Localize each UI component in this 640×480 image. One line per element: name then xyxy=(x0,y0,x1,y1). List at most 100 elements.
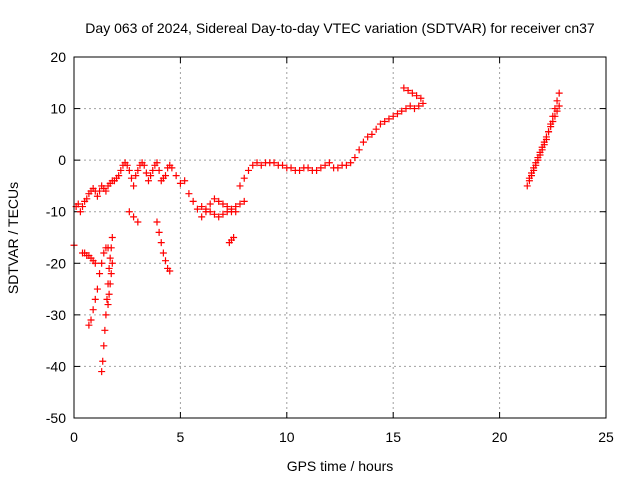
data-point xyxy=(364,133,372,141)
data-point xyxy=(79,203,87,211)
data-point xyxy=(219,200,227,208)
y-tick-label: -20 xyxy=(46,255,66,271)
data-point xyxy=(189,197,197,205)
y-tick-label: -40 xyxy=(46,358,66,374)
data-point xyxy=(93,285,101,293)
data-point xyxy=(279,161,287,169)
data-point xyxy=(153,159,161,167)
data-point xyxy=(166,267,174,275)
data-point xyxy=(553,97,561,105)
data-point xyxy=(313,166,321,174)
data-point xyxy=(553,107,561,115)
data-point xyxy=(130,182,138,190)
data-point xyxy=(270,159,278,167)
data-point xyxy=(540,138,548,146)
data-point xyxy=(155,228,163,236)
data-point xyxy=(347,159,355,167)
data-point xyxy=(317,164,325,172)
data-point xyxy=(101,326,109,334)
data-point xyxy=(132,172,140,180)
grid xyxy=(74,57,606,418)
data-point xyxy=(359,138,367,146)
data-point xyxy=(325,159,333,167)
data-point xyxy=(368,130,376,138)
data-point xyxy=(232,203,240,211)
y-tick-label: 20 xyxy=(50,49,66,65)
tick-labels: 0 5 10 15 20 25 -50 -40 -30 -20 -10 0 10 20 xyxy=(46,49,614,445)
data-marks xyxy=(70,84,563,376)
data-point xyxy=(402,105,410,113)
data-point xyxy=(227,205,235,213)
data-point xyxy=(532,159,540,167)
data-point xyxy=(351,154,359,162)
data-point xyxy=(244,166,252,174)
data-point xyxy=(406,102,414,110)
data-point xyxy=(321,161,329,169)
data-point xyxy=(83,195,91,203)
data-point xyxy=(98,259,106,267)
data-point xyxy=(355,146,363,154)
y-tick-label: -10 xyxy=(46,204,66,220)
data-point xyxy=(198,203,206,211)
data-point xyxy=(108,259,116,267)
data-point xyxy=(415,102,423,110)
data-point xyxy=(257,161,265,169)
chart-title: Day 063 of 2024, Sidereal Day-to-day VTE… xyxy=(85,20,595,36)
data-point xyxy=(134,218,142,226)
data-point xyxy=(107,270,115,278)
data-point xyxy=(102,311,110,319)
data-point xyxy=(85,321,93,329)
data-point xyxy=(99,357,107,365)
data-point xyxy=(210,195,218,203)
data-point xyxy=(210,210,218,218)
data-point xyxy=(157,239,165,247)
data-point xyxy=(125,208,133,216)
data-point xyxy=(87,316,95,324)
data-point xyxy=(389,112,397,120)
data-point xyxy=(98,368,106,376)
data-point xyxy=(523,182,531,190)
data-point xyxy=(172,172,180,180)
data-point xyxy=(106,254,114,262)
data-point xyxy=(334,164,342,172)
data-point xyxy=(168,164,176,172)
data-point xyxy=(287,164,295,172)
data-point xyxy=(381,117,389,125)
data-point xyxy=(417,94,425,102)
data-point xyxy=(93,192,101,200)
data-point xyxy=(96,187,104,195)
y-tick-label: -50 xyxy=(46,410,66,426)
data-point xyxy=(413,92,421,100)
data-point xyxy=(240,174,248,182)
data-point xyxy=(408,89,416,97)
data-point xyxy=(105,290,113,298)
data-point xyxy=(181,177,189,185)
data-point xyxy=(215,197,223,205)
plot-frame xyxy=(73,56,607,419)
data-point xyxy=(159,249,167,257)
data-point xyxy=(253,159,261,167)
data-point xyxy=(193,205,201,213)
data-point xyxy=(249,161,257,169)
x-axis-label: GPS time / hours xyxy=(287,458,394,474)
x-tick-label: 5 xyxy=(177,429,185,445)
data-point xyxy=(149,166,157,174)
axis-ticks xyxy=(73,56,607,419)
data-point xyxy=(107,244,115,252)
data-point xyxy=(528,169,536,177)
data-point xyxy=(342,161,350,169)
data-point xyxy=(215,213,223,221)
data-point xyxy=(206,208,214,216)
data-point xyxy=(130,213,138,221)
data-point xyxy=(551,112,559,120)
data-point xyxy=(549,117,557,125)
data-point xyxy=(534,154,542,162)
data-point xyxy=(198,213,206,221)
data-point xyxy=(96,270,104,278)
data-point xyxy=(530,164,538,172)
data-point xyxy=(127,174,135,182)
data-point xyxy=(547,123,555,131)
data-point xyxy=(542,133,550,141)
data-point xyxy=(219,210,227,218)
